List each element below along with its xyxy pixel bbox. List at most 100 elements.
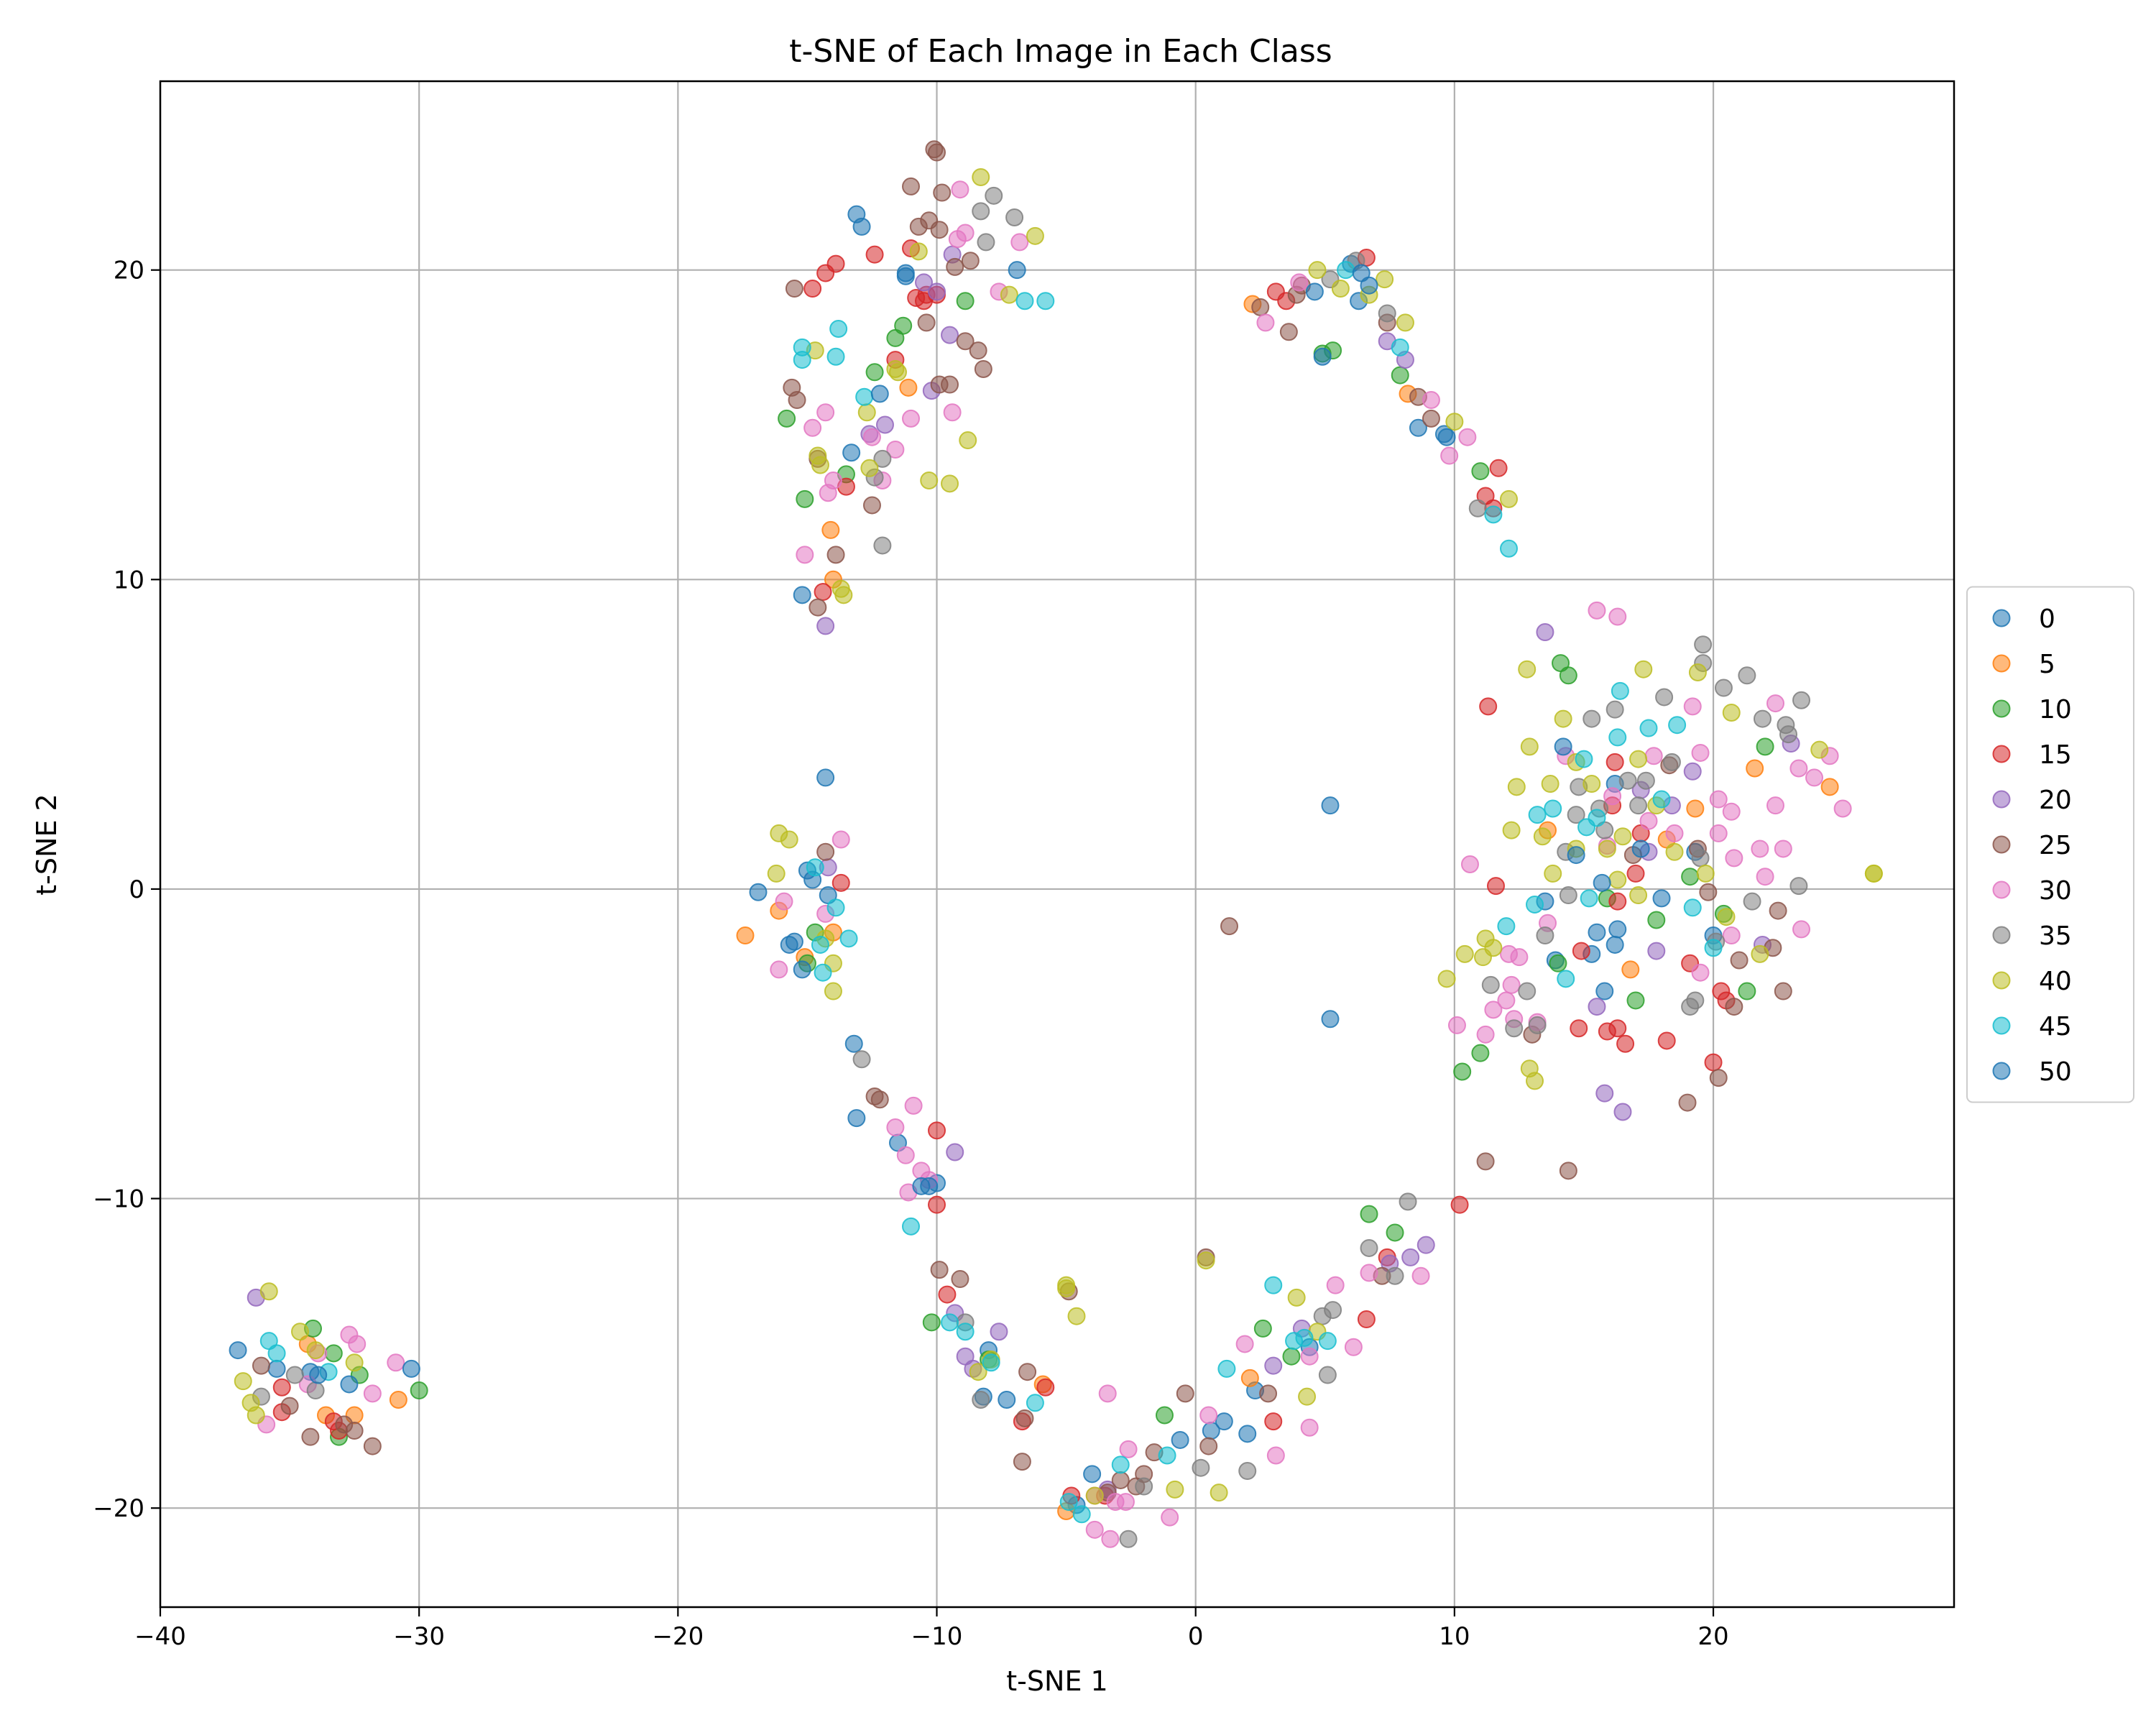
data-point xyxy=(902,1217,921,1236)
data-point xyxy=(785,280,803,298)
data-point xyxy=(1453,1062,1472,1081)
data-point xyxy=(1789,877,1808,896)
data-point xyxy=(873,449,892,468)
data-point xyxy=(767,864,786,883)
data-point xyxy=(749,883,768,901)
data-point xyxy=(1266,1446,1285,1465)
data-point xyxy=(941,375,959,394)
legend-marker xyxy=(1992,745,2011,763)
data-point xyxy=(1636,771,1655,790)
x-tick-label: −20 xyxy=(652,1622,704,1651)
data-point xyxy=(1008,261,1026,280)
data-point xyxy=(922,1313,941,1332)
legend-item: 40 xyxy=(1992,967,2072,996)
y-tick-label: 10 xyxy=(114,566,144,594)
data-point xyxy=(1313,347,1332,366)
data-point xyxy=(951,1270,969,1289)
data-point xyxy=(1416,1236,1435,1254)
data-point xyxy=(1326,1276,1345,1294)
legend-item: 5 xyxy=(1992,650,2055,679)
data-point xyxy=(1536,623,1554,642)
data-point xyxy=(806,858,824,877)
data-point xyxy=(1192,1458,1210,1477)
data-point xyxy=(736,926,755,945)
data-point xyxy=(1101,1530,1120,1548)
data-point xyxy=(1440,446,1459,465)
data-point xyxy=(1210,1484,1228,1502)
data-point xyxy=(1704,939,1723,957)
plot-frame xyxy=(159,80,1955,1609)
data-point xyxy=(1518,982,1537,1000)
data-point xyxy=(816,842,835,861)
data-point xyxy=(896,267,915,285)
data-point xyxy=(1722,703,1741,722)
data-point xyxy=(229,1341,247,1360)
data-point xyxy=(1176,1384,1194,1403)
data-point xyxy=(1520,737,1539,756)
data-point xyxy=(857,403,876,422)
data-point xyxy=(1606,935,1624,954)
data-point xyxy=(1455,944,1474,963)
data-point xyxy=(1500,944,1519,963)
data-point xyxy=(1507,778,1526,796)
data-point xyxy=(1321,1010,1340,1029)
data-point xyxy=(1608,607,1627,626)
data-point xyxy=(847,1109,866,1128)
series-20 xyxy=(247,245,1800,1499)
data-point xyxy=(1652,889,1671,908)
data-point xyxy=(387,1353,405,1372)
data-point xyxy=(894,316,913,335)
data-point xyxy=(1300,1418,1319,1437)
data-point xyxy=(1026,226,1044,245)
data-point xyxy=(1686,799,1705,818)
data-point xyxy=(1518,660,1537,678)
legend-marker xyxy=(1992,609,2011,627)
data-point xyxy=(1458,428,1477,446)
legend-item: 15 xyxy=(1992,740,2072,770)
data-point xyxy=(1357,1310,1376,1329)
data-point xyxy=(1401,1248,1420,1266)
data-point xyxy=(1722,926,1741,945)
grid-lines xyxy=(159,81,1954,1607)
x-tick-label: 20 xyxy=(1697,1622,1728,1651)
data-point xyxy=(1709,790,1728,809)
data-point xyxy=(252,1356,270,1375)
data-point xyxy=(1557,970,1575,988)
data-point xyxy=(348,1335,367,1353)
data-point xyxy=(1502,975,1521,994)
series-40 xyxy=(234,167,1883,1505)
legend-marker xyxy=(1992,880,2011,899)
data-point xyxy=(933,183,952,202)
data-point xyxy=(1683,762,1702,781)
legend-label: 45 xyxy=(2039,1012,2072,1041)
legend-item: 35 xyxy=(1992,921,2072,951)
data-point xyxy=(793,351,811,369)
data-point xyxy=(1360,1264,1378,1282)
data-point xyxy=(1344,1338,1363,1356)
data-point xyxy=(793,960,811,979)
data-point xyxy=(941,1313,959,1332)
data-point xyxy=(865,363,884,382)
data-point xyxy=(826,254,845,273)
data-point xyxy=(1000,285,1018,304)
data-point xyxy=(1202,1422,1220,1440)
data-point xyxy=(972,1390,990,1409)
data-point xyxy=(1616,1034,1635,1053)
data-point xyxy=(301,1427,320,1446)
data-point xyxy=(1820,778,1839,796)
series-50 xyxy=(309,264,1671,1484)
legend-item: 30 xyxy=(1992,876,2072,906)
x-axis-title: t-SNE 1 xyxy=(1006,1665,1107,1697)
data-point xyxy=(1360,1205,1378,1223)
legend-label: 35 xyxy=(2039,921,2072,951)
data-point xyxy=(1699,883,1718,901)
y-axis-title: t-SNE 2 xyxy=(31,794,63,895)
data-point xyxy=(951,180,969,199)
data-point xyxy=(1613,1103,1632,1121)
data-point xyxy=(1549,954,1567,972)
data-point xyxy=(1657,1031,1676,1050)
legend-marker xyxy=(1992,926,2011,944)
data-point xyxy=(1709,824,1728,842)
data-point xyxy=(1119,1530,1138,1548)
y-tick-label: 20 xyxy=(114,257,144,285)
